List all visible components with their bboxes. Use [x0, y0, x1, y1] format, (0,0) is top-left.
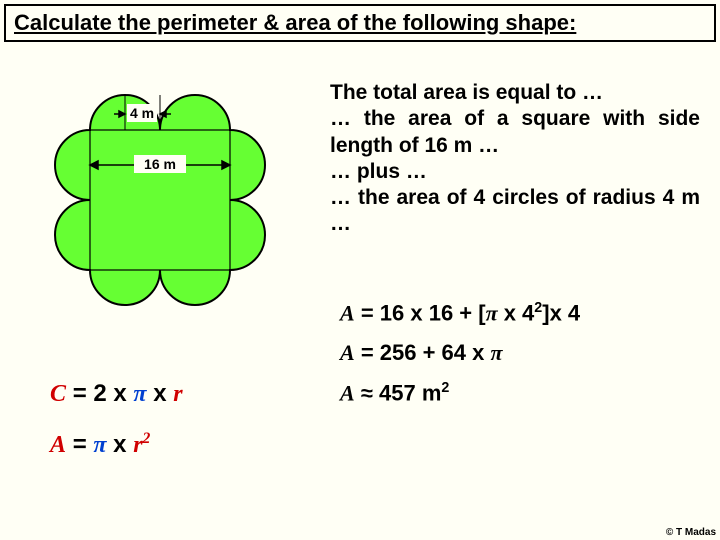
explain-line-2: … the area of a square with side length … [330, 106, 700, 159]
calc1-c: x 4 [550, 300, 581, 325]
formula-area: A = π x r2 [50, 430, 183, 459]
calc2-a: = 256 + 64 x [361, 340, 491, 365]
pi-symbol-2: π [93, 432, 106, 458]
C-var: C [50, 381, 66, 407]
explain-line-4: … the area of 4 circles of radius 4 m … [330, 185, 700, 238]
formulas-right: A = 16 x 16 + [π x 42]x 4 A = 256 + 64 x… [340, 300, 580, 421]
label-4m: 4 m [130, 105, 154, 121]
lbracket: [ [478, 300, 485, 325]
A3-var: A [340, 381, 355, 406]
C-times: x [153, 380, 166, 407]
calc-line-1: A = 16 x 16 + [π x 42]x 4 [340, 300, 580, 326]
calc-line-3: A ≈ 457 m2 [340, 380, 580, 406]
rbracket: ] [542, 300, 549, 325]
copyright-footer: © T Madas [666, 527, 716, 538]
clover-shape-svg: 4 m 16 m [30, 70, 290, 330]
title-box: Calculate the perimeter & area of the fo… [4, 4, 716, 42]
label-16m: 16 m [144, 156, 176, 172]
calc-line-2: A = 256 + 64 x π [340, 340, 580, 366]
pi-4: π [490, 340, 502, 365]
calc3-exp: 2 [441, 380, 449, 396]
calc3-a: ≈ 457 m [361, 381, 442, 406]
calc1-a: = 16 x 16 + [361, 300, 478, 325]
r2-var: r2 [133, 432, 150, 458]
r-var: r [173, 381, 182, 407]
C-eq: = 2 x [73, 380, 127, 407]
shape-diagram: 4 m 16 m [30, 70, 290, 330]
A2-var: A [340, 340, 355, 365]
pi-symbol: π [133, 381, 146, 407]
A1-var: A [340, 300, 355, 325]
A-var: A [50, 432, 66, 458]
calc1-b: x 4 [498, 300, 535, 325]
page-title: Calculate the perimeter & area of the fo… [14, 10, 576, 35]
explain-line-3: … plus … [330, 159, 700, 185]
formulas-left: C = 2 x π x r A = π x r2 [50, 380, 183, 481]
A-eq: = [73, 431, 87, 458]
formula-circumference: C = 2 x π x r [50, 380, 183, 408]
A-times: x [113, 431, 126, 458]
pi-3: π [486, 300, 498, 325]
explain-line-1: The total area is equal to … [330, 80, 700, 106]
explanation-block: The total area is equal to … … the area … [330, 80, 700, 238]
